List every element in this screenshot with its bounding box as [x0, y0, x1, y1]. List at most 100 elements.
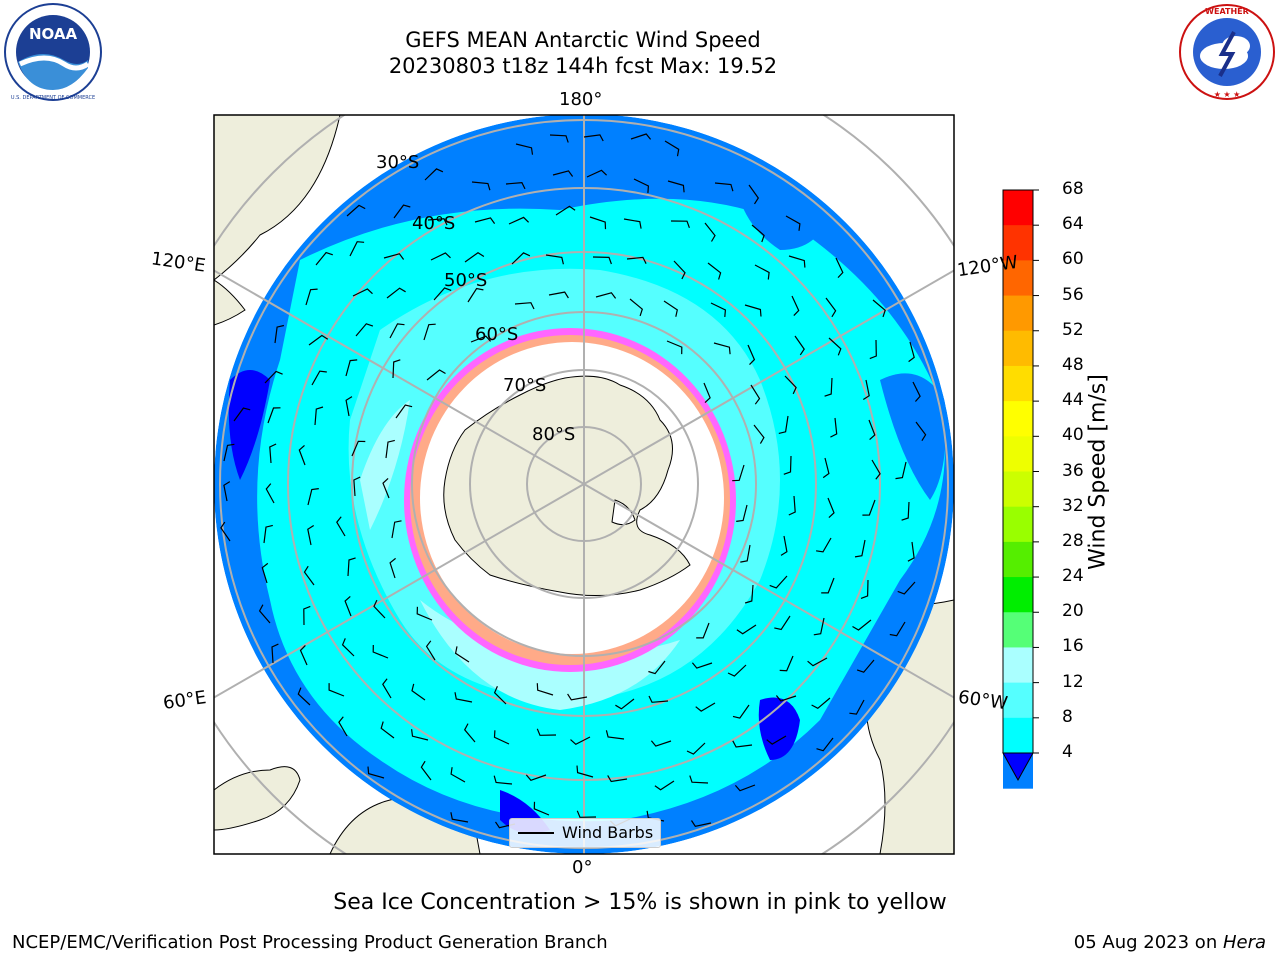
wind-barb — [828, 337, 842, 356]
wind-barb — [691, 662, 713, 669]
wind-barb — [392, 359, 401, 379]
wind-barb — [258, 604, 271, 624]
wind-barb — [411, 683, 426, 701]
wind-barb — [860, 579, 869, 599]
wind-barb — [271, 643, 279, 664]
wind-barb — [811, 697, 831, 710]
wind-barb — [382, 477, 390, 499]
wind-barb — [889, 621, 906, 637]
wind-barb — [297, 687, 311, 706]
colorbar-cell — [1003, 506, 1033, 543]
colorbar-tick-label: 52 — [1062, 319, 1084, 340]
wind-barb — [567, 693, 588, 701]
colorbar-cell — [1003, 225, 1033, 261]
svg-text:U.S. DEPARTMENT OF COMMERCE: U.S. DEPARTMENT OF COMMERCE — [11, 95, 95, 101]
colorbar-tick-label: 8 — [1062, 706, 1073, 727]
footer-machine: Hera — [1222, 932, 1266, 953]
wind-barb — [338, 716, 348, 737]
wind-barb — [750, 384, 761, 405]
wind-barb — [825, 297, 837, 318]
wind-barb — [751, 224, 765, 243]
wind-barb — [352, 288, 373, 297]
colorbar-cell — [1003, 365, 1033, 402]
wind-barb — [525, 774, 547, 782]
wind-barb — [748, 184, 760, 205]
wind-barb — [710, 302, 727, 317]
wind-barb — [703, 382, 711, 404]
wind-barb — [849, 699, 865, 715]
wind-barb — [315, 251, 333, 266]
wind-barb — [862, 379, 870, 401]
colorbar-tick-label: 12 — [1062, 671, 1084, 692]
wind-barb — [385, 439, 395, 459]
wind-barb — [382, 678, 392, 699]
colorbar-tick-label: 16 — [1062, 636, 1084, 657]
noaa-logo-icon: NOAA U.S. DEPARTMENT OF COMMERCE — [4, 3, 102, 101]
wind-barb — [732, 464, 745, 482]
wind-barb — [261, 562, 269, 584]
wind-barbs — [220, 133, 927, 829]
wind-barb — [345, 396, 353, 417]
wind-barb — [393, 204, 411, 219]
colorbar-cell — [1003, 717, 1033, 754]
wind-barb — [433, 287, 452, 301]
colorbar-cell — [1003, 471, 1033, 508]
wind-barb — [341, 638, 355, 657]
wind-barb-legend-line — [518, 832, 554, 834]
wind-barb — [373, 599, 386, 619]
lat-label-70s: 70°S — [503, 375, 547, 396]
colorbar-cell — [1003, 436, 1033, 472]
wind-barb — [835, 257, 844, 279]
wind-barb — [298, 444, 306, 466]
wind-barb — [871, 459, 881, 480]
wind-barb — [349, 241, 365, 257]
wind-barb — [784, 375, 797, 395]
wind-barb — [555, 205, 576, 216]
wind-barb — [595, 292, 617, 299]
wind-barb — [425, 640, 436, 661]
wind-barb — [827, 497, 835, 519]
wind-barb — [783, 455, 792, 475]
wind-barb — [648, 660, 666, 675]
colorbar-cell — [1003, 190, 1033, 226]
colorbar-cell — [1003, 577, 1033, 613]
wind-barb — [223, 481, 231, 502]
wind-barb — [471, 181, 491, 191]
wind-barb — [508, 216, 530, 225]
wind-barb — [791, 295, 800, 317]
wind-barb — [897, 581, 916, 595]
colorbar-tick-label: 4 — [1062, 742, 1073, 762]
wind-barb — [794, 335, 805, 356]
lon-label-0: 0° — [572, 857, 593, 878]
wind-barb — [788, 255, 806, 268]
wind-barb — [423, 323, 436, 341]
wind-barb — [648, 695, 669, 703]
noaa-logo-text: NOAA — [29, 25, 78, 43]
wind-barb — [511, 252, 531, 265]
wind-barb — [351, 440, 366, 457]
wind-barb — [816, 537, 832, 553]
wind-barb — [753, 424, 765, 444]
wind-barb — [430, 252, 451, 261]
wind-barb — [744, 304, 762, 317]
wind-barb — [907, 541, 915, 562]
colorbar-cell — [1003, 647, 1033, 684]
footer-date: 05 Aug 2023 on Hera — [1074, 932, 1266, 953]
nws-logo-icon: WEATHER ★ ★ ★ — [1179, 4, 1275, 100]
wind-barb — [908, 341, 915, 363]
wind-barb — [336, 516, 346, 537]
wind-barb — [411, 729, 429, 741]
colorbar — [1002, 189, 1039, 789]
wind-barb — [766, 735, 787, 745]
colorbar-tick-label: 68 — [1062, 179, 1084, 199]
wind-barb — [607, 775, 628, 783]
wind-barb — [515, 143, 534, 155]
wind-barb — [713, 342, 731, 355]
wind-barb — [269, 443, 277, 464]
wind-barb — [386, 287, 406, 299]
wind-barb — [813, 617, 825, 636]
wind-barb — [353, 476, 361, 497]
sea-ice-caption: Sea Ice Concentration > 15% is shown in … — [333, 890, 947, 915]
wind-barb — [754, 264, 770, 280]
wind-barb — [629, 298, 643, 317]
